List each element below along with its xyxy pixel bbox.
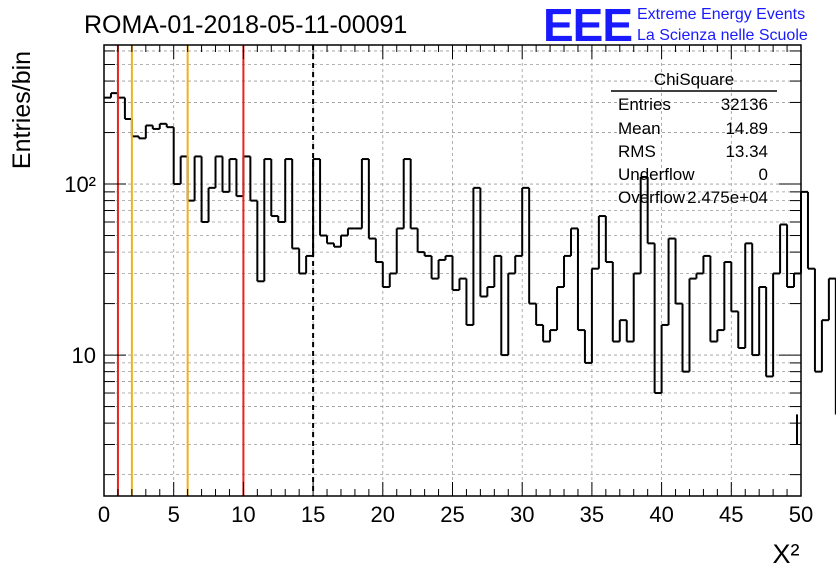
x-tick-label: 15 xyxy=(301,502,325,527)
x-axis: 0 5 10 15 20 25 30 35 40 45 50 xyxy=(98,45,813,527)
stats-value-mean: 14.89 xyxy=(725,119,768,138)
stats-value-underflow: 0 xyxy=(759,165,768,184)
chart-title: ROMA-01-2018-05-11-00091 xyxy=(84,11,407,39)
x-tick-label: 35 xyxy=(580,502,604,527)
stats-box: ChiSquare Entries 32136 Mean 14.89 RMS 1… xyxy=(611,70,777,207)
stats-label-entries: Entries xyxy=(618,95,671,114)
stats-value-rms: 13.34 xyxy=(725,142,768,161)
stats-value-overflow: 2.475e+04 xyxy=(687,188,768,207)
y-tick-label: 10² xyxy=(64,172,96,197)
y-axis: 10 10² xyxy=(64,50,801,476)
eee-logo: EEE Extreme Energy Events La Scienza nel… xyxy=(543,0,808,51)
stats-value-entries: 32136 xyxy=(721,95,768,114)
stats-label-rms: RMS xyxy=(618,142,656,161)
x-tick-label: 30 xyxy=(510,502,534,527)
x-tick-label: 0 xyxy=(98,502,110,527)
eee-logo-line1: Extreme Energy Events xyxy=(637,6,805,23)
x-axis-title: X² xyxy=(773,539,800,569)
y-axis-title: Entries/bin xyxy=(8,51,36,169)
eee-logo-mark: EEE xyxy=(543,0,632,51)
x-tick-label: 10 xyxy=(231,502,255,527)
stats-label-overflow: Overflow xyxy=(618,188,686,207)
eee-logo-line2: La Scienza nelle Scuole xyxy=(637,27,808,44)
x-tick-label: 45 xyxy=(719,502,743,527)
x-tick-label: 5 xyxy=(168,502,180,527)
stats-label-underflow: Underflow xyxy=(618,165,695,184)
x-tick-label: 20 xyxy=(371,502,395,527)
x-tick-label: 50 xyxy=(789,502,813,527)
plot-area: 0 5 10 15 20 25 30 35 40 45 50 10 10² xyxy=(64,44,836,527)
stats-label-mean: Mean xyxy=(618,119,661,138)
stats-box-title: ChiSquare xyxy=(654,70,734,89)
y-tick-label: 10 xyxy=(72,343,96,368)
x-tick-label: 40 xyxy=(649,502,673,527)
x-tick-label: 25 xyxy=(440,502,464,527)
